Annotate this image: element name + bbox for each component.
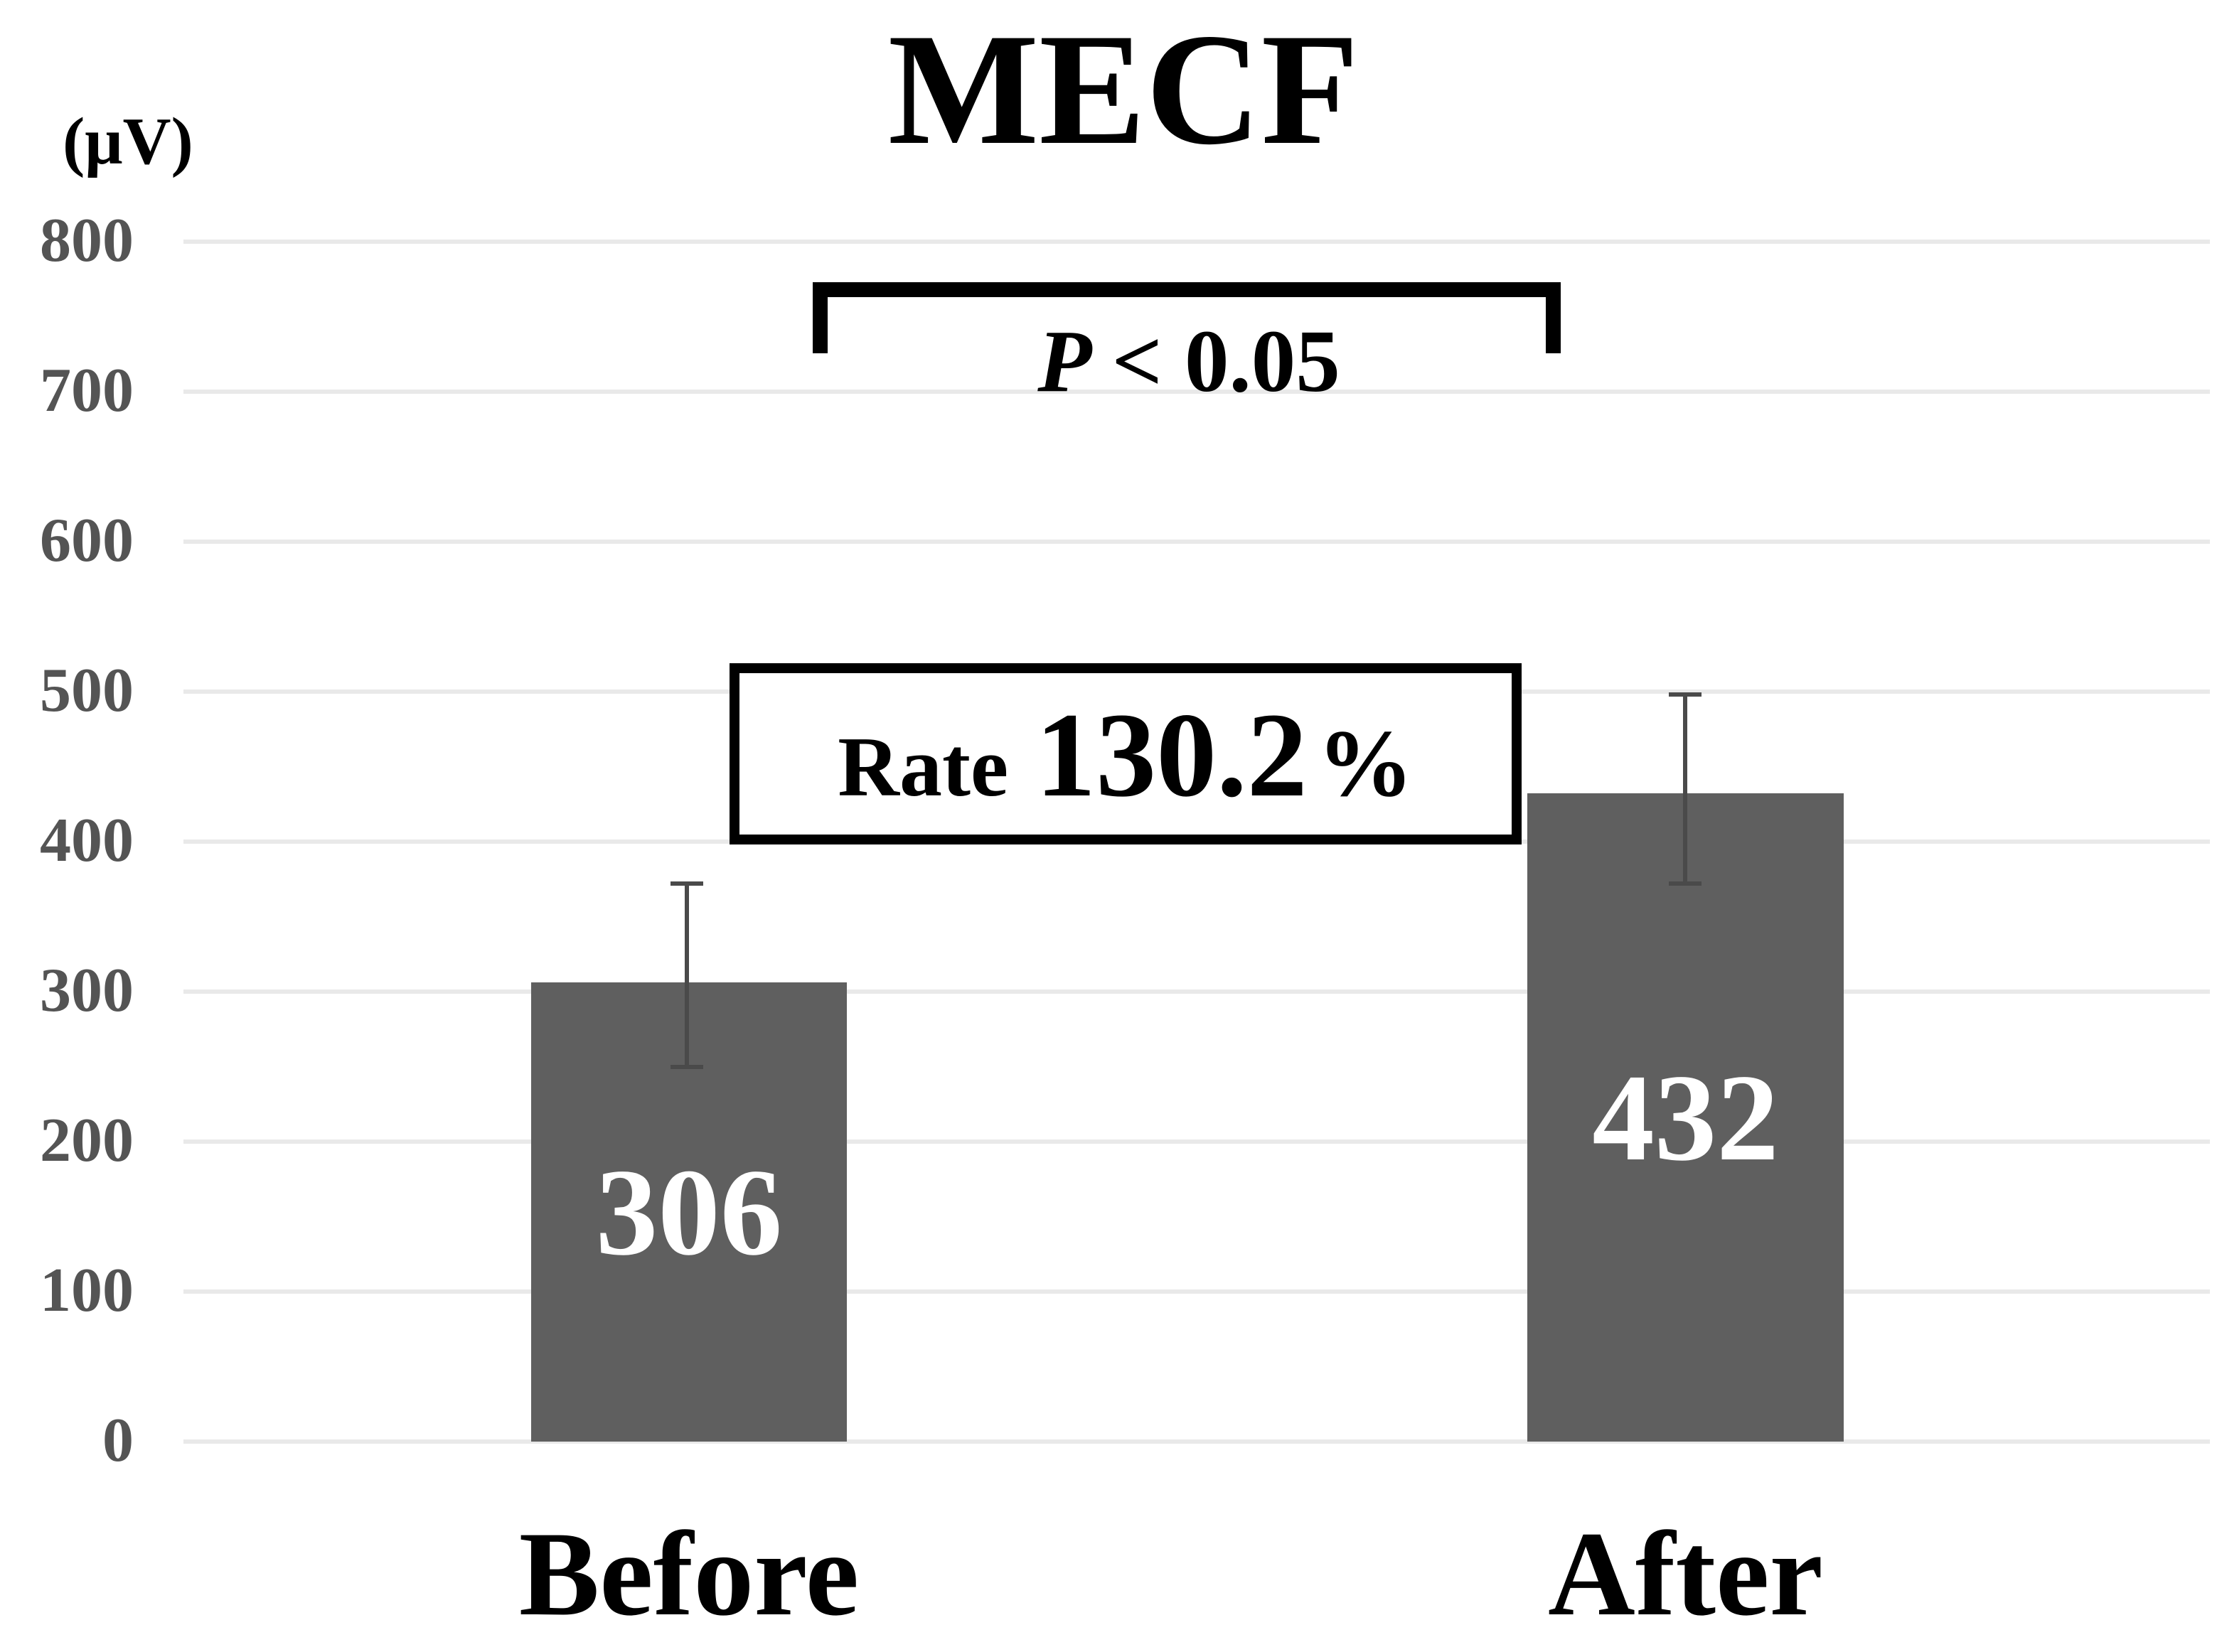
x-label-before: Before [518, 1507, 860, 1641]
error-bar-line [685, 884, 689, 1067]
gridline-300 [183, 989, 2210, 994]
bar-value-label: 432 [1592, 1048, 1779, 1186]
rate-label: Rate [838, 719, 1009, 814]
y-tick-label-800: 800 [40, 206, 134, 275]
rate-box: Rate 130.2 % [730, 663, 1522, 844]
significance-p-symbol: P [1037, 313, 1092, 411]
gridline-0 [183, 1439, 2210, 1444]
rate-value: 130.2 [1035, 688, 1308, 822]
gridline-100 [183, 1289, 2210, 1294]
significance-p-value: < 0.05 [1111, 313, 1340, 411]
significance-bracket [813, 282, 1561, 353]
error-bar-cap-bottom [671, 1064, 703, 1069]
rate-percent-sign: % [1317, 711, 1414, 817]
significance-label: P < 0.05 [1037, 318, 1340, 407]
y-tick-label-100: 100 [40, 1256, 134, 1325]
bar-value-label: 306 [595, 1142, 783, 1281]
bar-after: 432 [1527, 793, 1844, 1442]
gridline-700 [183, 390, 2210, 394]
error-bar-line [1683, 694, 1687, 884]
error-bar-cap-top [1669, 692, 1702, 697]
y-tick-label-500: 500 [40, 656, 134, 725]
gridline-800 [183, 240, 2210, 244]
error-bar-cap-top [671, 881, 703, 886]
y-tick-label-400: 400 [40, 806, 134, 875]
y-tick-label-700: 700 [40, 356, 134, 425]
y-tick-label-0: 0 [102, 1406, 134, 1475]
error-bar-cap-bottom [1669, 881, 1702, 886]
bar-before: 306 [531, 982, 847, 1442]
y-tick-label-600: 600 [40, 506, 134, 575]
x-label-after: After [1548, 1507, 1823, 1641]
gridline-200 [183, 1139, 2210, 1144]
y-axis-unit-label: (μV) [63, 104, 193, 178]
chart-title: MECF [887, 0, 1359, 178]
gridline-600 [183, 540, 2210, 544]
y-tick-label-200: 200 [40, 1106, 134, 1175]
y-tick-label-300: 300 [40, 956, 134, 1025]
